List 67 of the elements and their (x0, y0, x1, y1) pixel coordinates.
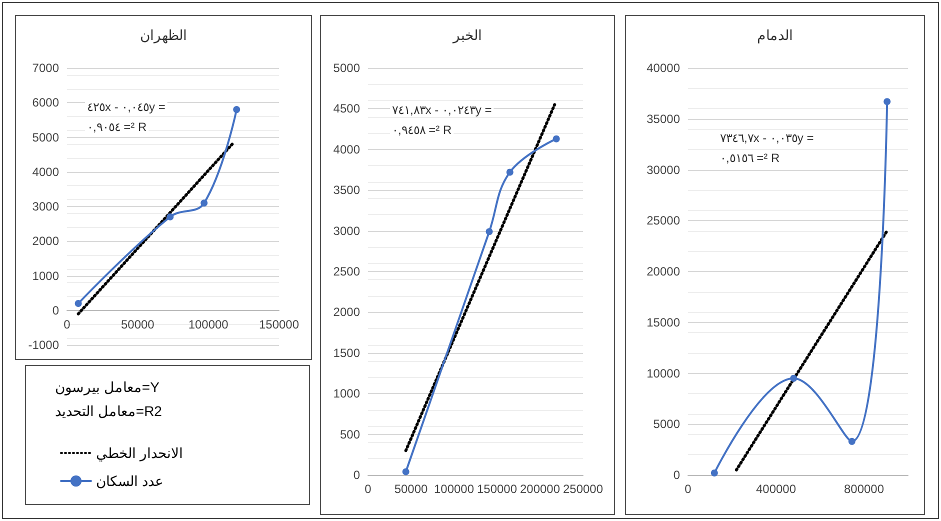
point (790, 374, 798, 382)
y-tick-label: 0 (353, 468, 360, 482)
y-tick-label: 4000 (32, 164, 60, 179)
y-tick-label: 6000 (32, 96, 60, 110)
text: معامل التحديد=R2 (55, 403, 162, 419)
y-tick-label: 0 (52, 303, 60, 318)
point (74, 300, 82, 307)
y-tick-label: 4000 (333, 142, 360, 156)
x-tick-label: 0 (64, 317, 71, 332)
y-tick-label: 1000 (333, 386, 360, 401)
x-tick-label: 400000 (756, 482, 796, 496)
y-tick-label: 3000 (32, 200, 60, 214)
y-tick-label: 1500 (333, 346, 360, 360)
y-tick-label: 5000 (32, 130, 60, 144)
x-tick-label: 50000 (394, 482, 428, 496)
y-tick-label: 15000 (646, 315, 680, 330)
y-tick-label: 35000 (646, 112, 680, 126)
x-tick-label: 100000 (434, 482, 474, 496)
y-tick-label: 7000 (32, 61, 60, 75)
annotation: ٧٤١,٨٣x - ٠,٠٢٤٣y = (392, 103, 492, 117)
point (200, 200, 208, 207)
point (506, 168, 514, 176)
point (884, 98, 891, 106)
point (166, 213, 174, 220)
legend-label: الانحدار الخطي (96, 445, 183, 462)
chart-title: الظهران (140, 27, 187, 44)
point (710, 469, 718, 476)
x-tick-label: 0 (364, 482, 372, 496)
y-tick-label: 2000 (333, 305, 360, 320)
annotation: ٠,٩٠٥٤ =² R (87, 120, 148, 134)
chart-title: الخبر (452, 27, 482, 44)
y-tick-label: 2500 (333, 264, 360, 278)
y-tick-label: 3500 (333, 183, 360, 198)
y-tick-label: 25000 (646, 214, 680, 228)
y-tick-label: 10000 (646, 366, 680, 380)
x-tick-label: 150000 (258, 317, 300, 332)
point (848, 438, 856, 445)
y-tick-label: -1000 (28, 338, 60, 352)
y-tick-label: 5000 (653, 417, 680, 432)
y-tick-label: 5000 (333, 61, 360, 75)
x-tick-label: 100000 (188, 317, 229, 332)
point (486, 228, 493, 236)
y-tick-label: 1000 (32, 268, 60, 283)
y-tick-label: 3000 (333, 224, 360, 238)
x-tick-label: 800000 (844, 482, 884, 496)
x-tick-label: 50000 (120, 317, 155, 332)
point (233, 106, 240, 114)
x-tick-label: 250000 (562, 482, 604, 496)
point (402, 468, 410, 476)
x-tick-label: 200000 (520, 482, 560, 496)
annotation: ٠,٩٤٥٨ =² R (392, 123, 452, 137)
chart-title: الدمام (757, 27, 793, 44)
y-tick-label: 30000 (646, 162, 680, 177)
point (552, 135, 560, 142)
x-tick-label: 150000 (476, 482, 518, 496)
x-tick-label: 0 (684, 482, 692, 496)
y-tick-label: 0 (673, 468, 680, 482)
text: معامل بيرسون=Y (55, 379, 160, 396)
y-tick-label: 2000 (32, 234, 60, 248)
y-tick-label: 40000 (646, 61, 680, 75)
annotation: ٤٢٥x - ٠,٠٤٥y = (87, 100, 166, 114)
annotation: ٧٣٤٦,٧x - ٠,٠٣٥y = (720, 131, 814, 145)
y-tick-label: 20000 (646, 264, 680, 278)
y-tick-label: 4500 (333, 102, 360, 116)
annotation: ٠,٥١٥٦ =² R (720, 151, 780, 165)
y-tick-label: 500 (340, 427, 360, 442)
legend-label: عدد السكان (96, 473, 163, 489)
